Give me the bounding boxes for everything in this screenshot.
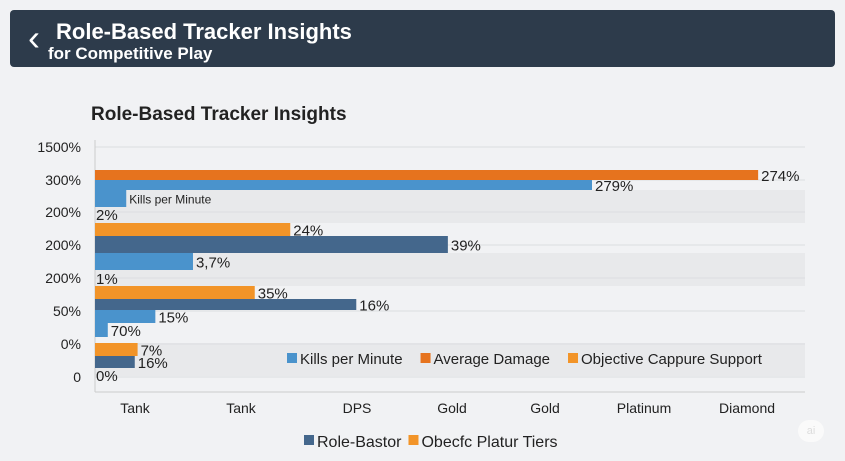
bar-damage xyxy=(95,170,759,180)
bar-data-label: 274% xyxy=(761,168,799,185)
legend-swatch-objective xyxy=(568,353,579,363)
bar-data-label: 35% xyxy=(258,286,288,303)
bar-kills xyxy=(95,323,108,337)
bar-role xyxy=(95,356,135,368)
bar-data-label: 24% xyxy=(293,223,323,240)
x-tick-label: Tank xyxy=(226,400,257,416)
plot-band xyxy=(95,343,805,376)
bar-data-label: 39% xyxy=(451,238,481,255)
x-tick-label: Gold xyxy=(437,400,467,416)
legend-bottom-label: Role-Bastor xyxy=(317,434,402,451)
bar-objective xyxy=(95,223,291,236)
legend-label: Average Damage xyxy=(434,351,550,368)
bar-data-label: 1% xyxy=(96,271,118,288)
legend-swatch-kills xyxy=(287,353,297,363)
legend-label: Objective Cappure Support xyxy=(581,351,763,368)
legend-label: Kills per Minute xyxy=(300,351,403,368)
y-tick-label: 300% xyxy=(45,172,81,188)
bar-data-label: 70% xyxy=(111,323,141,340)
bar-kills xyxy=(95,180,592,190)
y-tick-label: 0 xyxy=(73,369,81,385)
legend-swatch-role xyxy=(304,435,314,445)
bar-data-label: 7% xyxy=(141,343,163,360)
legend-swatch-objective xyxy=(408,435,419,445)
bar-role xyxy=(95,299,357,310)
legend-swatch-damage xyxy=(420,353,431,363)
y-tick-label: 200% xyxy=(45,204,81,220)
bar-objective xyxy=(95,286,255,299)
x-tick-label: Diamond xyxy=(719,400,775,416)
y-tick-label: 200% xyxy=(45,270,81,286)
bar-data-label: 15% xyxy=(158,310,188,327)
bar-data-label: 279% xyxy=(595,178,633,195)
bar-objective xyxy=(95,343,138,356)
x-tick-label: Tank xyxy=(120,400,151,416)
x-tick-label: Gold xyxy=(530,400,560,416)
bar-kills xyxy=(95,253,193,270)
header-subtitle: for Competitive Play xyxy=(48,44,213,63)
chevron-left-icon[interactable]: ‹ xyxy=(28,17,40,58)
header-title: Role-Based Tracker Insights xyxy=(56,19,352,44)
x-tick-label: DPS xyxy=(343,400,372,416)
bar-data-label: 16% xyxy=(138,355,168,372)
x-tick-label: Platinum xyxy=(617,400,671,416)
plot-band xyxy=(95,253,805,286)
y-tick-label: 200% xyxy=(45,237,81,253)
y-tick-label: 1500% xyxy=(37,139,81,155)
ai-badge: ai xyxy=(798,420,824,442)
bar-kills xyxy=(95,310,156,323)
y-tick-label: 50% xyxy=(53,303,81,319)
bar-data-label: 3,7% xyxy=(196,255,230,272)
chart-title: Role-Based Tracker Insights xyxy=(91,104,347,125)
bar-data-label: Kills per Minute xyxy=(129,193,211,207)
y-tick-label: 0% xyxy=(61,336,81,352)
bar-data-label: 0% xyxy=(96,368,118,385)
plot-band xyxy=(95,190,805,223)
bar-kills xyxy=(95,190,127,207)
legend-bottom-label: Obecfc Platur Tiers xyxy=(421,434,557,451)
header-bar: ‹ Role-Based Tracker Insights for Compet… xyxy=(10,10,835,67)
bar-data-label: 16% xyxy=(359,298,389,315)
bar-role xyxy=(95,236,448,253)
bar-data-label: 2% xyxy=(96,207,118,224)
